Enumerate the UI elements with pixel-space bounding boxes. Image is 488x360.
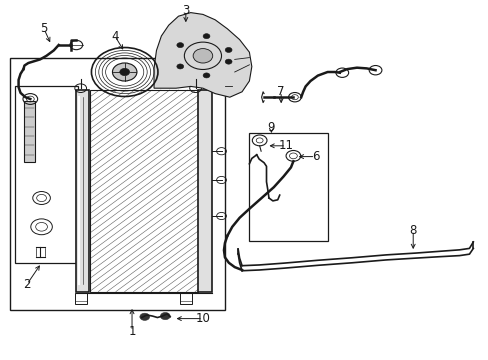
Bar [90,90,198,292]
Text: 6: 6 [311,150,319,163]
Bar [76,90,89,292]
Circle shape [225,48,232,53]
Circle shape [112,63,137,81]
Text: 5: 5 [40,22,48,35]
Bar [75,293,86,304]
Circle shape [225,59,232,64]
Circle shape [203,73,209,78]
Circle shape [193,49,212,63]
Text: 9: 9 [267,121,275,134]
Text: 4: 4 [111,30,119,42]
Bar [249,133,327,241]
Bar [180,293,191,304]
Circle shape [177,64,183,69]
Text: 7: 7 [277,85,285,98]
Circle shape [120,68,129,76]
Text: 11: 11 [278,139,293,152]
Bar [24,101,35,162]
Text: 10: 10 [195,312,210,325]
Circle shape [203,33,209,39]
Bar [90,90,198,292]
Text: 2: 2 [23,278,31,291]
Text: 3: 3 [182,4,189,17]
Bar [15,86,78,263]
Text: 8: 8 [408,224,416,237]
Bar [10,58,224,310]
Polygon shape [154,13,251,97]
Text: 1: 1 [128,325,136,338]
Circle shape [140,313,149,320]
Circle shape [160,312,170,320]
Bar [198,90,211,292]
Circle shape [177,42,183,48]
